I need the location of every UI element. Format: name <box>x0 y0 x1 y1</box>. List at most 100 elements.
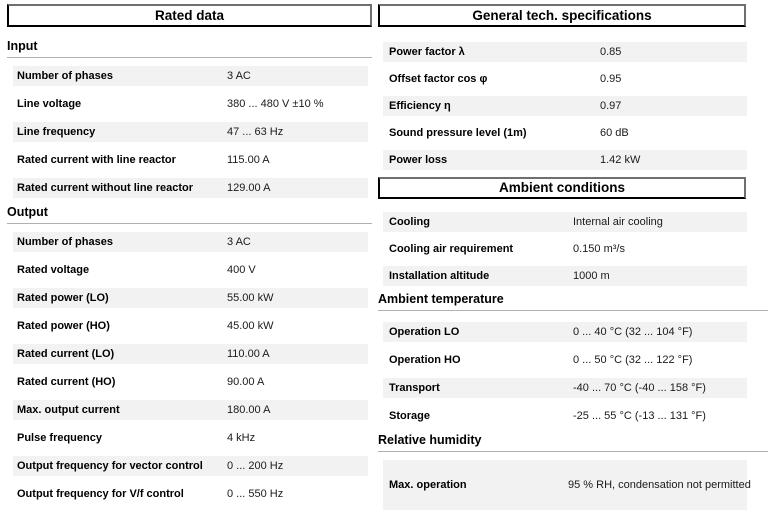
table-row: Rated current with line reactor 115.00 A <box>13 150 368 170</box>
input-rows: Number of phases 3 AC Line voltage 380 .… <box>7 66 372 198</box>
general-specs-rows: Power factor λ 0.85 Offset factor cos φ … <box>378 42 768 170</box>
spec-label: Transport <box>389 382 440 394</box>
spec-value: 3 AC <box>227 70 251 82</box>
spec-value: 55.00 kW <box>227 292 274 304</box>
table-row: Efficiency η 0.97 <box>383 96 747 116</box>
rated-data-column: Rated data Input Number of phases 3 AC L… <box>7 4 372 512</box>
spec-value: -25 ... 55 °C (-13 ... 131 °F) <box>573 410 706 422</box>
table-row: Max. operation 95 % RH, condensation not… <box>383 460 751 510</box>
spec-value: 400 V <box>227 264 256 276</box>
spec-label: Rated current with line reactor <box>17 154 176 166</box>
table-row: Number of phases 3 AC <box>13 232 368 252</box>
spec-label: Output frequency for vector control <box>17 460 203 472</box>
spec-label: Number of phases <box>17 236 113 248</box>
table-row: Line frequency 47 ... 63 Hz <box>13 122 368 142</box>
section-heading-relative-humidity: Relative humidity <box>378 434 768 452</box>
spec-label: Operation LO <box>389 326 460 338</box>
spec-value: 0.150 m³/s <box>573 243 625 255</box>
spec-value: 110.00 A <box>227 348 270 360</box>
table-row: Output frequency for vector control 0 ..… <box>13 456 368 476</box>
spec-label: Rated power (LO) <box>17 292 109 304</box>
spec-value: 95 % RH, condensation not permitted <box>568 479 751 491</box>
spec-value: 0 ... 40 °C (32 ... 104 °F) <box>573 326 693 338</box>
spec-label: Line frequency <box>17 126 96 138</box>
table-row: Rated current (LO) 110.00 A <box>13 344 368 364</box>
spec-value: 45.00 kW <box>227 320 274 332</box>
table-row: Installation altitude 1000 m <box>383 266 747 286</box>
table-row: Transport -40 ... 70 °C (-40 ... 158 °F) <box>383 378 747 398</box>
spec-label: Line voltage <box>17 98 82 110</box>
panel-title-text: Rated data <box>154 8 225 23</box>
spec-label: Max. output current <box>17 404 120 416</box>
table-row: Cooling Internal air cooling <box>383 212 747 232</box>
spec-label: Sound pressure level (1m) <box>389 127 527 139</box>
table-row: Pulse frequency 4 kHz <box>13 428 368 448</box>
section-heading-input: Input <box>7 40 372 58</box>
spec-value: 47 ... 63 Hz <box>227 126 284 138</box>
relative-humidity-rows: Max. operation 95 % RH, condensation not… <box>378 460 768 510</box>
spec-label: Rated current (LO) <box>17 348 115 360</box>
spec-label: Rated current (HO) <box>17 376 116 388</box>
section-heading-ambient-temperature: Ambient temperature <box>378 293 768 311</box>
table-row: Power factor λ 0.85 <box>383 42 747 62</box>
spec-label: Output frequency for V/f control <box>17 488 184 500</box>
ambient-temperature-rows: Operation LO 0 ... 40 °C (32 ... 104 °F)… <box>378 322 768 426</box>
right-column: General tech. specifications Power facto… <box>378 4 768 510</box>
general-specs-panel-title: General tech. specifications <box>378 4 746 27</box>
spec-value: 0 ... 200 Hz <box>227 460 284 472</box>
spec-label: Operation HO <box>389 354 461 366</box>
output-rows: Number of phases 3 AC Rated voltage 400 … <box>7 232 372 504</box>
spec-label: Installation altitude <box>389 270 490 282</box>
spec-value: 0 ... 50 °C (32 ... 122 °F) <box>573 354 693 366</box>
spec-value: Internal air cooling <box>573 216 663 228</box>
table-row: Output frequency for V/f control 0 ... 5… <box>13 484 368 504</box>
spec-value: 1.42 kW <box>600 154 641 166</box>
table-row: Line voltage 380 ... 480 V ±10 % <box>13 94 368 114</box>
spec-value: 0.97 <box>600 100 622 112</box>
spec-label: Offset factor cos φ <box>389 73 488 85</box>
table-row: Rated current without line reactor 129.0… <box>13 178 368 198</box>
table-row: Number of phases 3 AC <box>13 66 368 86</box>
spec-label: Pulse frequency <box>17 432 102 444</box>
spec-value: 3 AC <box>227 236 251 248</box>
table-row: Rated power (HO) 45.00 kW <box>13 316 368 336</box>
spec-label: Rated power (HO) <box>17 320 110 332</box>
spec-label: Rated current without line reactor <box>17 182 194 194</box>
spec-label: Power factor λ <box>389 46 465 58</box>
rated-data-panel-title: Rated data <box>7 4 372 27</box>
spec-value: 129.00 A <box>227 182 271 194</box>
spec-value: 115.00 A <box>227 154 270 166</box>
spec-label: Cooling air requirement <box>389 243 514 255</box>
spec-value: 0.95 <box>600 73 622 85</box>
spec-value: 4 kHz <box>227 432 256 444</box>
table-row: Sound pressure level (1m) 60 dB <box>383 123 747 143</box>
table-row: Offset factor cos φ 0.95 <box>383 69 747 89</box>
spec-value: 1000 m <box>573 270 610 282</box>
section-heading-output: Output <box>7 206 372 224</box>
spec-label: Storage <box>389 410 430 422</box>
table-row: Operation HO 0 ... 50 °C (32 ... 122 °F) <box>383 350 747 370</box>
spec-value: 60 dB <box>600 127 629 139</box>
panel-title-text: General tech. specifications <box>472 8 652 23</box>
spec-label: Number of phases <box>17 70 113 82</box>
table-row: Cooling air requirement 0.150 m³/s <box>383 239 747 259</box>
spec-label: Power loss <box>389 154 448 166</box>
table-row: Rated current (HO) 90.00 A <box>13 372 368 392</box>
spec-value: 180.00 A <box>227 404 271 416</box>
spec-value: 380 ... 480 V ±10 % <box>227 98 324 110</box>
spec-label: Efficiency η <box>389 100 451 112</box>
spec-value: 0.85 <box>600 46 622 58</box>
ambient-conditions-rows: Cooling Internal air cooling Cooling air… <box>378 212 768 286</box>
spec-value: -40 ... 70 °C (-40 ... 158 °F) <box>573 382 706 394</box>
table-row: Max. output current 180.00 A <box>13 400 368 420</box>
spec-value: 0 ... 550 Hz <box>227 488 284 500</box>
ambient-conditions-panel-title: Ambient conditions <box>378 177 746 199</box>
table-row: Rated voltage 400 V <box>13 260 368 280</box>
spec-value: 90.00 A <box>227 376 265 388</box>
table-row: Rated power (LO) 55.00 kW <box>13 288 368 308</box>
table-row: Storage -25 ... 55 °C (-13 ... 131 °F) <box>383 406 747 426</box>
panel-title-text: Ambient conditions <box>499 180 625 195</box>
spec-label: Rated voltage <box>17 264 90 276</box>
spec-label: Max. operation <box>389 479 467 491</box>
